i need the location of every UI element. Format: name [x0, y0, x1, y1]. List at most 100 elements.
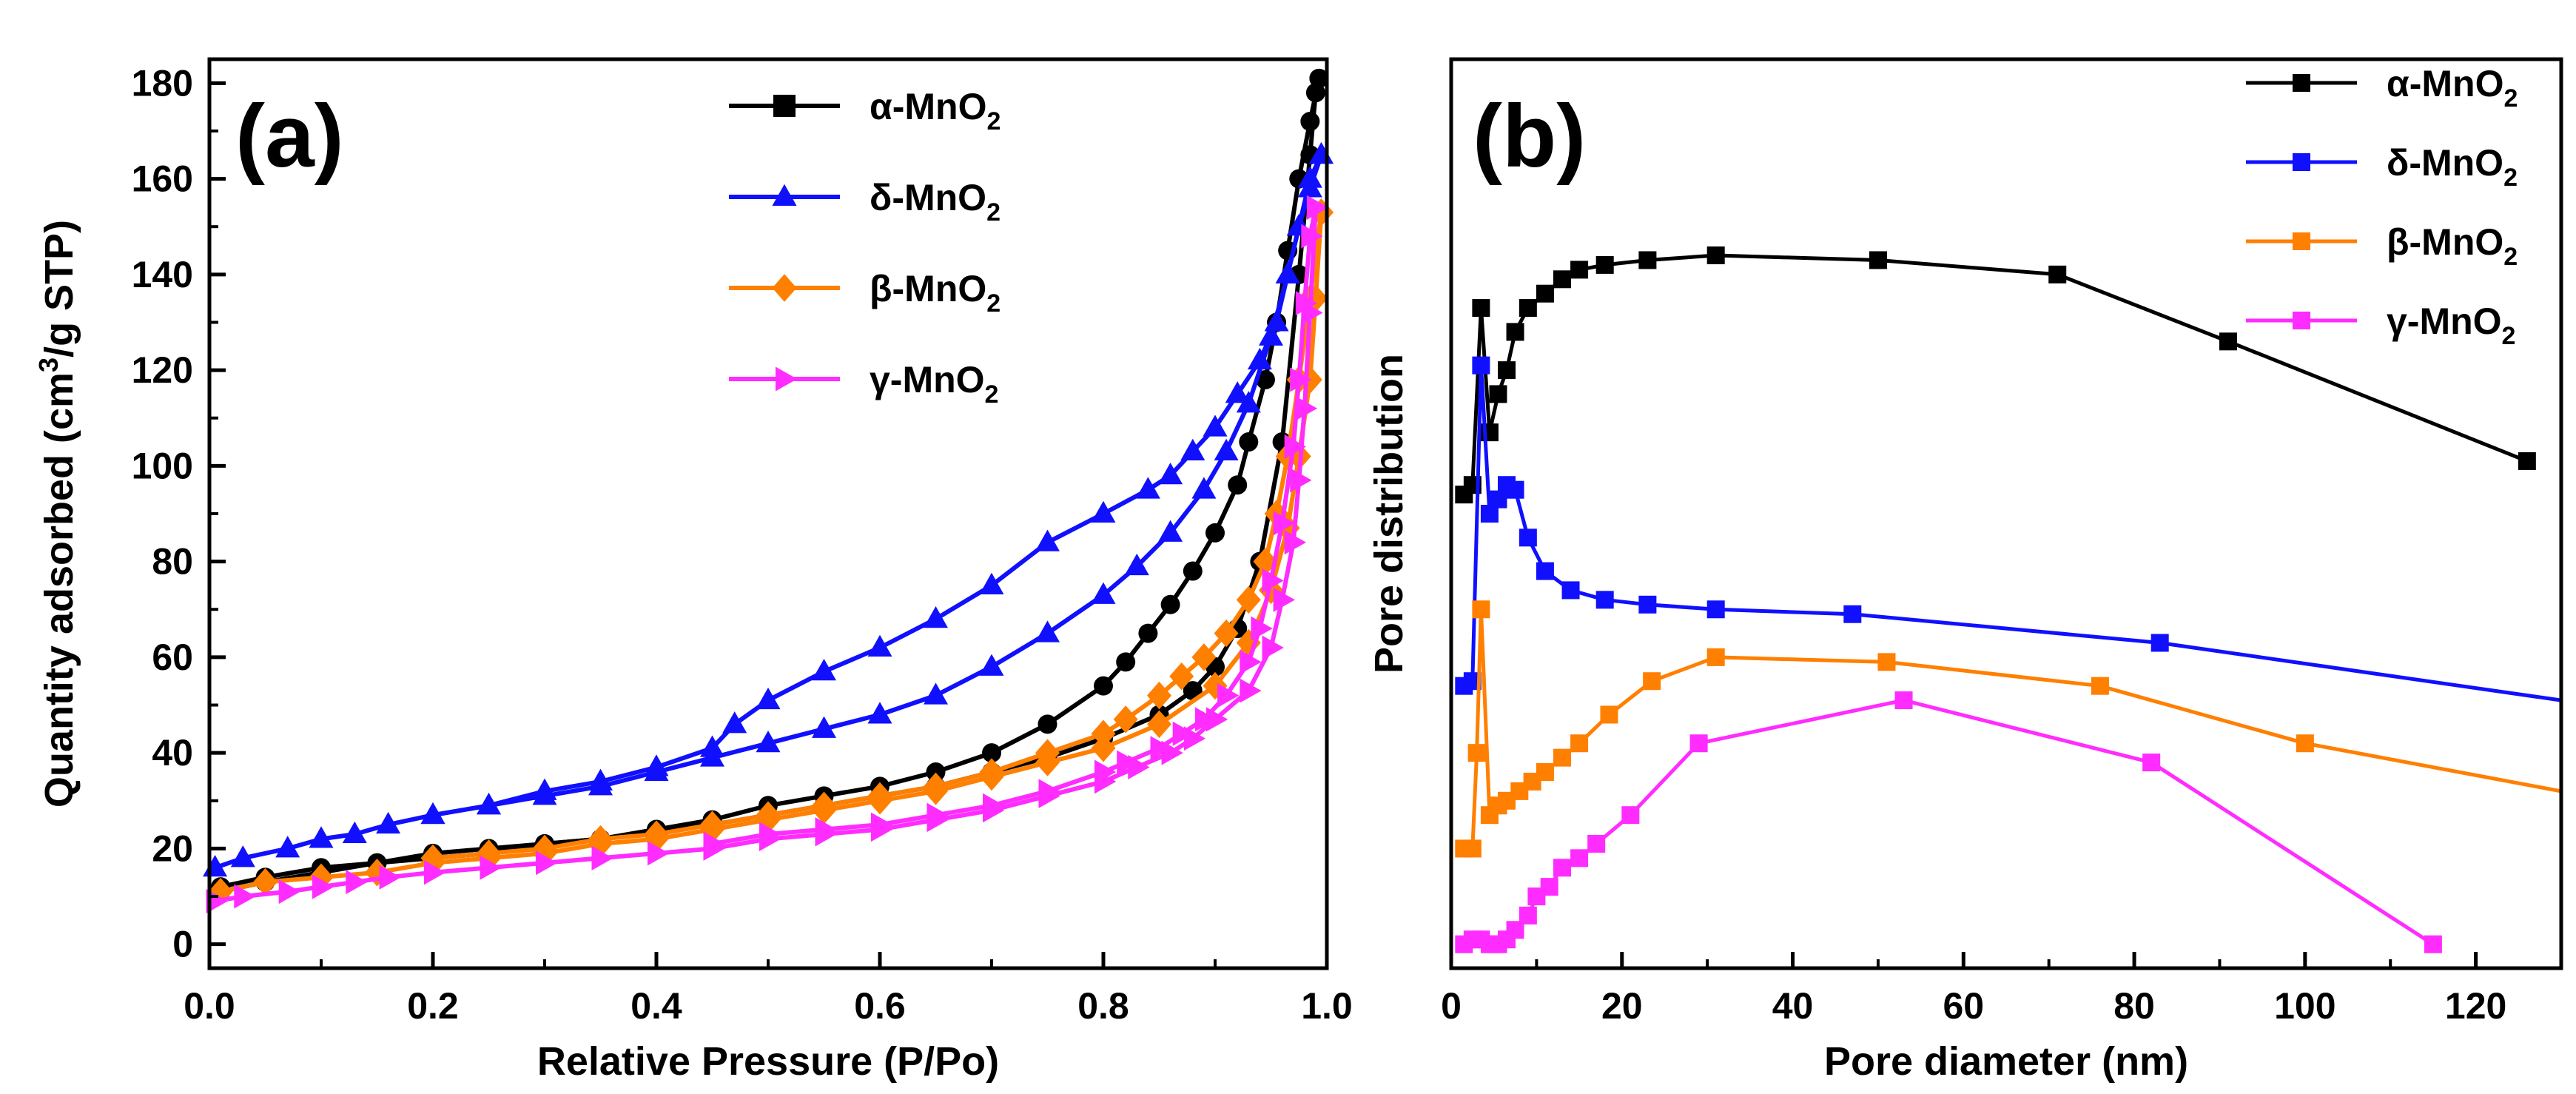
- panel-a-gamma-point: [1217, 683, 1240, 708]
- legend-label-sub: 2: [2503, 164, 2518, 192]
- panel-a-beta-point: [1035, 739, 1060, 767]
- panel-a-beta-point: [1091, 719, 1116, 748]
- panel-a-gamma-point: [1284, 434, 1306, 460]
- panel-a-alpha-point: [1228, 475, 1248, 495]
- panel-a-ytick-label: 120: [132, 349, 193, 391]
- panel-a-delta-point: [1158, 520, 1183, 542]
- legend-label-sub: 2: [986, 198, 1001, 226]
- panel-b-beta-point: [1643, 672, 1661, 691]
- panel-a-alpha-point: [982, 743, 1001, 763]
- panel-b-plot-frame: [1449, 57, 2563, 970]
- panel-b-label: (b): [1473, 87, 1586, 186]
- panel-a-delta-point: [700, 735, 724, 757]
- panel-a-gamma-point: [1150, 736, 1172, 761]
- panel-b-xtick-label: 100: [2274, 985, 2335, 1027]
- panel-a-x-axis-title: Relative Pressure (P/Po): [537, 1039, 999, 1084]
- panel-b-legend-item: δ-MnO2: [2246, 142, 2518, 192]
- legend-label-sub: 2: [2502, 322, 2516, 350]
- panel-a-ytick-label: 0: [172, 924, 193, 965]
- panel-a-gamma-point: [1240, 649, 1262, 674]
- panel-a-gamma-point: [1117, 750, 1139, 775]
- panel-a-delta-point: [924, 605, 948, 628]
- panel-b-beta-point: [1467, 744, 1486, 762]
- panel-a-legend-label: α-MnO2: [870, 86, 1001, 135]
- panel-a-label: (a): [235, 87, 344, 186]
- panel-b-delta-point: [1595, 591, 1614, 609]
- legend-label-main: γ-MnO: [870, 359, 985, 400]
- panel-a: 0.0 0.2 0.4 0.6 0.8 1.0 0 20 40 60 80 100 120 140 160 1…: [33, 57, 1353, 1084]
- panel-b-alpha-point: [1570, 261, 1589, 279]
- panel-a-gamma-point: [1194, 707, 1217, 732]
- legend-label-sub: 2: [986, 289, 1001, 318]
- panel-b-beta-point: [1472, 600, 1490, 619]
- panel-a-legend-marker: [773, 95, 796, 117]
- panel-a-delta-point: [477, 793, 501, 815]
- panel-a-delta-point: [1275, 261, 1300, 283]
- panel-a-delta-point: [532, 778, 557, 800]
- panel-a-delta-point: [1247, 347, 1272, 370]
- panel-a-beta-point: [1147, 681, 1171, 710]
- panel-a-legend-label: γ-MnO2: [870, 359, 998, 409]
- panel-a-beta-point: [1091, 734, 1116, 762]
- panel-a-delta-point: [230, 845, 255, 868]
- panel-a-ylabel-part: Quantity adsorbed (cm: [37, 372, 81, 808]
- panel-b-alpha-point: [1536, 284, 1554, 303]
- panel-b-series-gamma: [1455, 691, 2442, 953]
- panel-a-ytick-label: 180: [132, 62, 193, 104]
- panel-a-delta-point: [1191, 477, 1217, 499]
- panel-a-gamma-point: [703, 831, 725, 856]
- panel-a-alpha-point: [1138, 623, 1158, 643]
- panel-a-ytick-label: 60: [152, 637, 193, 678]
- panel-a-legend-item: α-MnO2: [729, 86, 1001, 135]
- panel-a-xtick-label: 0.4: [630, 985, 682, 1027]
- panel-a-ylabel-superscript: 3: [33, 358, 64, 372]
- panel-a-delta-point: [812, 716, 836, 738]
- panel-b-xtick-label: 0: [1441, 985, 1462, 1027]
- legend-label-main: δ-MnO: [870, 177, 986, 218]
- panel-a-ytick-label: 160: [132, 158, 193, 200]
- panel-a-delta-point: [1214, 438, 1239, 460]
- panel-b-alpha-point: [1519, 299, 1537, 318]
- panel-a-series-gamma: [206, 195, 1329, 914]
- panel-a-ytick-label: 80: [152, 541, 193, 583]
- panel-a-y-axis-title: Quantity adsorbed (cm3/g STP): [33, 220, 81, 808]
- panel-b-x-axis-title: Pore diameter (nm): [1824, 1039, 2188, 1084]
- panel-a-gamma-point: [759, 822, 781, 847]
- panel-a-gamma-point: [278, 879, 300, 905]
- panel-b-legend-marker: [2293, 153, 2310, 171]
- panel-a-delta-point: [1035, 529, 1060, 551]
- panel-b-alpha-point: [2048, 265, 2067, 283]
- panel-b-alpha-point: [1706, 246, 1725, 264]
- panel-b-xtick-label: 60: [1943, 985, 1984, 1027]
- panel-a-beta-point: [867, 782, 892, 811]
- panel-a-gamma-point: [1273, 587, 1295, 612]
- panel-a-beta-point: [588, 825, 613, 853]
- panel-a-legend-marker: [776, 366, 798, 392]
- panel-a-delta-point: [644, 754, 669, 776]
- panel-a-delta-point: [979, 572, 1004, 594]
- panel-b-delta-point: [1472, 356, 1490, 375]
- panel-a-beta-point: [1236, 585, 1261, 614]
- panel-a-gamma-point: [983, 793, 1005, 818]
- panel-b-series-beta: [1455, 600, 2562, 858]
- panel-b-alpha-point: [2219, 332, 2237, 351]
- panel-a-gamma-point: [815, 817, 837, 842]
- panel-a-gamma-point: [1172, 721, 1194, 746]
- panel-b-beta-point: [1706, 648, 1725, 666]
- panel-a-ylabel-part: /g STP): [37, 220, 81, 358]
- panel-b-gamma-point: [1519, 906, 1537, 924]
- panel-a-xtick-label: 0.2: [407, 985, 459, 1027]
- panel-a-alpha-point: [926, 762, 946, 782]
- panel-a-gamma-point: [1262, 568, 1284, 593]
- panel-a-gamma-point: [1251, 616, 1273, 641]
- panel-a-beta-point: [812, 791, 836, 820]
- panel-b-legend-item: α-MnO2: [2246, 63, 2518, 113]
- panel-a-gamma-point: [1262, 635, 1284, 660]
- panel-a-delta-point: [1091, 582, 1116, 604]
- legend-label-main: β-MnO: [870, 268, 986, 309]
- panel-a-beta-point: [979, 758, 1004, 786]
- panel-a-delta-point: [275, 836, 300, 858]
- panel-a-gamma-point: [312, 874, 334, 899]
- panel-b: 0 20 40 60 80 100 120 Pore diameter (nm) Pore di…: [1367, 57, 2563, 1084]
